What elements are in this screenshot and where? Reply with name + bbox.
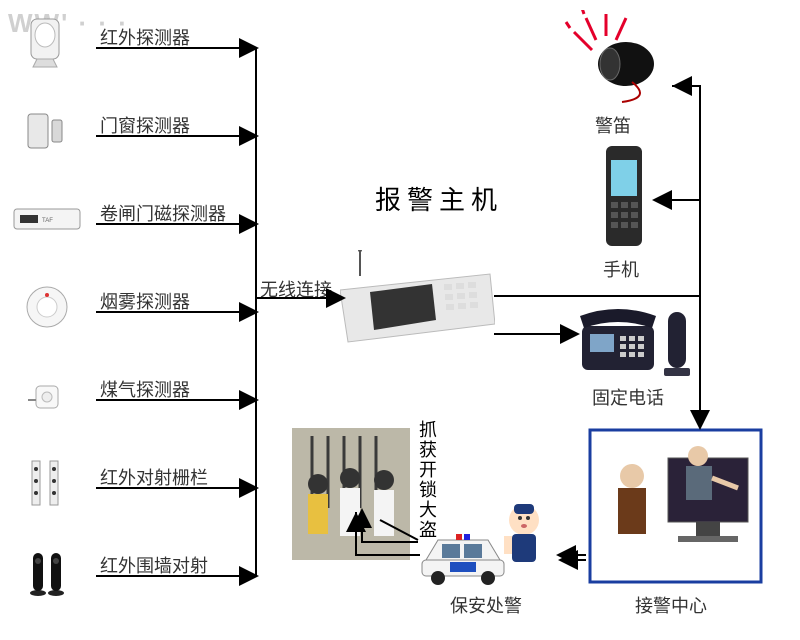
smoke-sensor-icon [22,282,72,332]
gas-label: 煤气探测器 [100,376,190,402]
landline-icon [576,292,706,387]
wireless-label: 无线连接 [260,276,332,302]
shutter-sensor-icon: TAF [12,194,82,244]
dispatch-icon [420,490,560,595]
pir-label: 红外探测器 [100,24,190,50]
smoke-label: 烟雾探测器 [100,288,190,314]
alarm-host-icon [340,250,495,350]
wall-label: 红外围墙对射 [100,552,208,578]
door-label: 门窗探测器 [100,112,190,138]
center-icon [588,428,763,593]
host-title: 报警主机 [375,180,503,217]
siren-icon [562,10,672,115]
mobile-label: 手机 [603,256,639,282]
wall-sensor-icon [22,546,72,596]
mobile-icon [598,142,650,257]
pir-sensor-icon [22,18,72,68]
fence-label: 红外对射栅栏 [100,464,208,490]
siren-label: 警笛 [595,112,631,138]
gas-sensor-icon [22,370,72,420]
center-label: 接警中心 [635,592,707,618]
landline-label: 固定电话 [592,384,664,410]
svg-text:TAF: TAF [42,218,53,224]
dispatch-label: 保安处警 [450,592,522,618]
door-sensor-icon [22,106,72,156]
arrest-icon [292,428,410,565]
fence-sensor-icon [22,458,72,508]
shutter-label: 卷闸门磁探测器 [100,200,226,226]
arrest-label: 抓获开锁大盗 [414,420,440,540]
